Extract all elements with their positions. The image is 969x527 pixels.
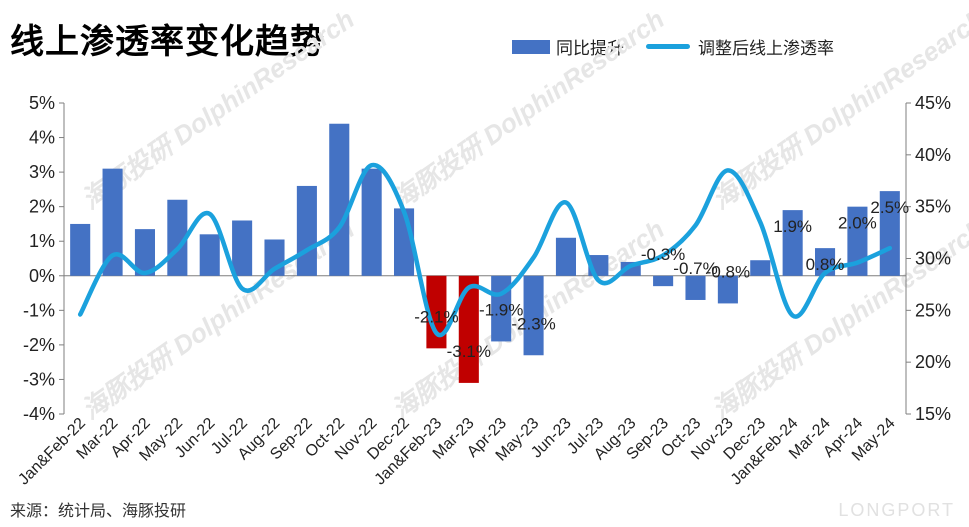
legend-swatch-bar	[512, 39, 550, 54]
y-right-tick-label: 40%	[915, 145, 951, 165]
data-label-Jan&Feb-23: -2.1%	[414, 307, 458, 326]
bar-Jan&Feb-22	[70, 223, 91, 276]
y-left-tick-label: 2%	[29, 197, 55, 217]
watermark-brand: LONGPORT	[838, 500, 955, 520]
legend-label-bar: 同比提升	[556, 39, 624, 59]
y-left-tick-label: 1%	[29, 231, 55, 251]
data-label-Nov-23: -0.8%	[706, 262, 750, 281]
source-note: 来源：统计局、海豚投研	[10, 501, 187, 520]
legend-item-line: 调整后线上渗透率	[646, 34, 834, 59]
watermark-text: 海豚投研 DolphinResearch	[386, 4, 669, 215]
bar-Jun-23	[555, 237, 577, 276]
legend-swatch-line	[646, 44, 690, 49]
y-right-tick-label: 20%	[915, 352, 951, 372]
y-left-tick-label: 5%	[29, 93, 55, 113]
bar-Jan&Feb-23	[426, 275, 447, 349]
data-label-Jan&Feb-24: 1.9%	[773, 217, 812, 236]
legend-label-line: 调整后线上渗透率	[698, 39, 834, 59]
bar-Mar-23	[458, 275, 479, 383]
y-left-tick-label: -4%	[23, 404, 55, 424]
data-label-Apr-23: -1.9%	[479, 300, 523, 319]
data-label-Mar-24: 0.8%	[806, 255, 845, 274]
y-right-tick-label: 30%	[915, 249, 951, 269]
y-left-tick-label: -1%	[23, 300, 55, 320]
y-left-tick-label: 0%	[29, 266, 55, 286]
bar-Sep-22	[296, 185, 317, 276]
bar-Jun-22	[199, 234, 220, 276]
bar-Apr-22	[134, 229, 156, 276]
y-left-tick-label: 3%	[29, 162, 55, 182]
bar-Oct-23	[685, 275, 706, 300]
legend-item-bar: 同比提升	[512, 34, 624, 59]
data-label-May-23: -2.3%	[511, 314, 555, 333]
bar-Jan&Feb-24	[782, 210, 803, 276]
data-label-Apr-24: 2.0%	[838, 214, 877, 233]
y-right-tick-label: 45%	[915, 93, 951, 113]
data-label-Oct-23: -0.7%	[673, 259, 717, 278]
y-right-tick-label: 35%	[915, 197, 951, 217]
bar-Dec-23	[750, 260, 771, 276]
page-title: 线上渗透率变化趋势	[10, 22, 325, 62]
bar-Jul-22	[232, 220, 253, 276]
bar-Nov-23	[717, 275, 738, 304]
bar-Oct-22	[329, 123, 350, 276]
bar-Sep-23	[653, 275, 674, 287]
y-left-tick-label: -3%	[23, 369, 55, 389]
y-right-tick-label: 15%	[915, 404, 951, 424]
bar-Nov-22	[361, 168, 382, 276]
y-right-tick-label: 25%	[915, 300, 951, 320]
legend: 同比提升 调整后线上渗透率	[512, 34, 856, 59]
data-label-Sep-23: -0.3%	[641, 245, 685, 264]
bar-May-24	[879, 191, 900, 276]
data-label-May-24: 2.5%	[870, 198, 909, 217]
y-left-tick-label: -2%	[23, 335, 55, 355]
y-left-tick-label: 4%	[29, 128, 55, 148]
bar-Mar-22	[102, 168, 123, 276]
bar-May-23	[523, 275, 544, 356]
data-label-Mar-23: -3.1%	[447, 342, 491, 361]
